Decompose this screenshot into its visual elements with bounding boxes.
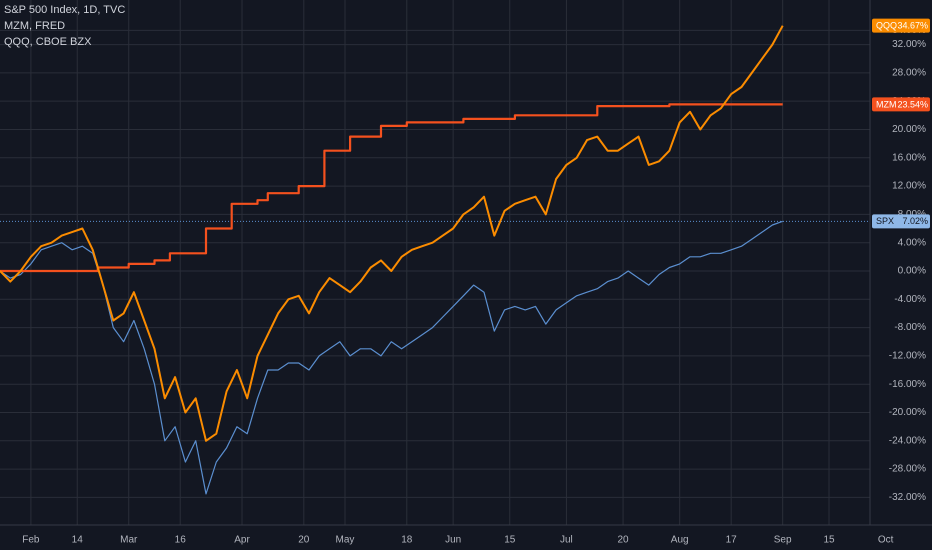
series-line: [0, 220, 783, 495]
price-tag-symbol: SPX: [876, 216, 894, 226]
y-tick-label: -24.00%: [889, 435, 926, 446]
x-tick-label: Aug: [671, 535, 689, 546]
x-tick-label: Oct: [878, 535, 894, 546]
y-tick-label: 12.00%: [892, 181, 926, 192]
legend: S&P 500 Index, 1D, TVC MZM, FRED QQQ, CBOE…: [4, 4, 125, 48]
x-tick-label: 15: [504, 535, 516, 546]
legend-entry: S&P 500 Index, 1D, TVC: [4, 4, 125, 16]
price-tag: [872, 214, 930, 229]
x-tick-label: 20: [298, 535, 310, 546]
x-tick-label: 20: [617, 535, 629, 546]
price-tag-value: 7.02%: [902, 216, 928, 226]
y-tick-label: -32.00%: [889, 492, 926, 503]
y-tick-label: 16.00%: [892, 152, 926, 163]
x-tick-label: 17: [726, 535, 738, 546]
grid: [0, 0, 870, 525]
price-tag-symbol: QQQ: [876, 21, 897, 31]
x-tick-label: 15: [823, 535, 835, 546]
y-tick-label: -12.00%: [889, 351, 926, 362]
x-tick-label: 18: [401, 535, 413, 546]
y-tick-label: 32.00%: [892, 39, 926, 50]
y-tick-label: -20.00%: [889, 407, 926, 418]
price-tags: SPX 7.02% MZM 23.54% QQQ 34.67%: [872, 18, 930, 229]
x-tick-label: Apr: [234, 535, 250, 546]
x-tick-label: Jun: [445, 535, 461, 546]
series-line: [0, 25, 784, 442]
legend-entry: QQQ, CBOE BZX: [4, 36, 92, 48]
price-tag-value: 34.67%: [897, 21, 928, 31]
price-tag-value: 23.54%: [897, 99, 928, 109]
y-tick-label: -28.00%: [889, 464, 926, 475]
y-tick-label: -4.00%: [894, 294, 926, 305]
x-tick-label: May: [336, 535, 355, 546]
price-tag-symbol: MZM: [876, 99, 897, 109]
x-tick-label: Sep: [774, 535, 792, 546]
x-tick-label: 14: [72, 535, 84, 546]
x-tick-label: 16: [175, 535, 187, 546]
x-tick-label: Feb: [22, 535, 40, 546]
x-tick-label: Mar: [120, 535, 138, 546]
x-tick-label: Jul: [560, 535, 573, 546]
price-tag: [872, 97, 930, 112]
price-tag: [872, 18, 930, 33]
series-line: [0, 103, 783, 273]
y-tick-label: 4.00%: [898, 237, 926, 248]
y-tick-label: 20.00%: [892, 124, 926, 135]
plot-area: [0, 25, 870, 495]
y-tick-label: -16.00%: [889, 379, 926, 390]
y-tick-label: 28.00%: [892, 68, 926, 79]
y-tick-label: 0.00%: [898, 266, 926, 277]
y-tick-label: -8.00%: [894, 322, 926, 333]
legend-entry: MZM, FRED: [4, 20, 65, 32]
